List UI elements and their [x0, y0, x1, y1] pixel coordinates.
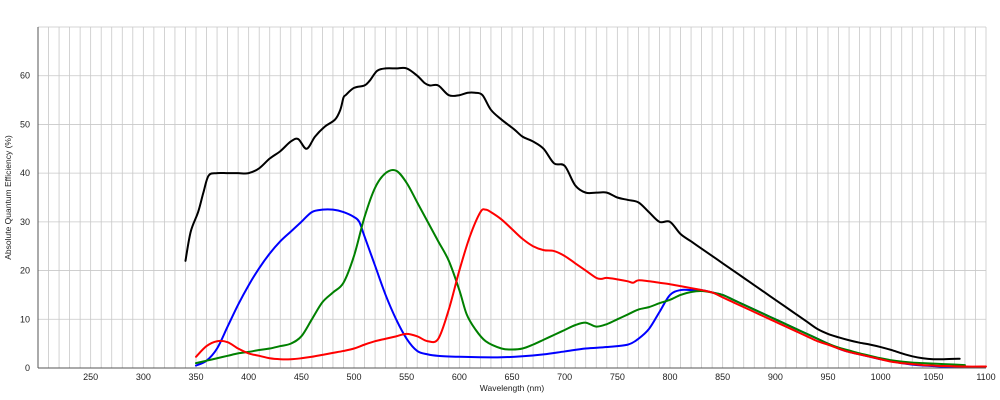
series-layer	[184, 66, 987, 368]
x-tick-label: 600	[452, 372, 467, 382]
x-tick-label: 750	[610, 372, 625, 382]
y-tick-label: 40	[20, 168, 30, 178]
x-axis-title: Wavelength (nm)	[480, 383, 545, 393]
x-tick-label: 650	[504, 372, 519, 382]
series-line-2	[195, 208, 966, 368]
x-tick-labels: 250 300 350 400 450 500 550 600 650 700 750 800 850 9…	[83, 372, 996, 382]
y-tick-label: 20	[20, 266, 30, 276]
x-tick-label: 1100	[976, 372, 995, 382]
x-tick-label: 950	[820, 372, 835, 382]
series-line-1	[184, 66, 961, 361]
x-tick-label: 350	[188, 372, 203, 382]
y-tick-label: 60	[20, 71, 30, 81]
x-tick-label: 700	[557, 372, 572, 382]
x-tick-label: 450	[294, 372, 309, 382]
x-tick-label: 300	[136, 372, 151, 382]
x-tick-label: 500	[346, 372, 361, 382]
x-tick-label: 550	[399, 372, 414, 382]
y-axis-title: Absolute Quantum Efficiency (%)	[3, 135, 13, 260]
y-tick-label: 0	[25, 363, 30, 373]
grid	[38, 26, 987, 368]
x-tick-label: 800	[662, 372, 677, 382]
x-tick-label: 1050	[923, 372, 943, 382]
y-tick-label: 50	[20, 119, 30, 129]
x-tick-label: 250	[83, 372, 98, 382]
x-tick-label: 850	[715, 372, 730, 382]
x-tick-label: 900	[768, 372, 783, 382]
axes	[37, 27, 986, 369]
x-tick-label: 1000	[871, 372, 891, 382]
y-tick-label: 30	[20, 217, 30, 227]
x-tick-label: 400	[241, 372, 256, 382]
series-line-4	[195, 208, 987, 368]
y-tick-labels: 0 10 20 30 40 50 60	[20, 71, 30, 373]
y-tick-label: 10	[20, 314, 30, 324]
